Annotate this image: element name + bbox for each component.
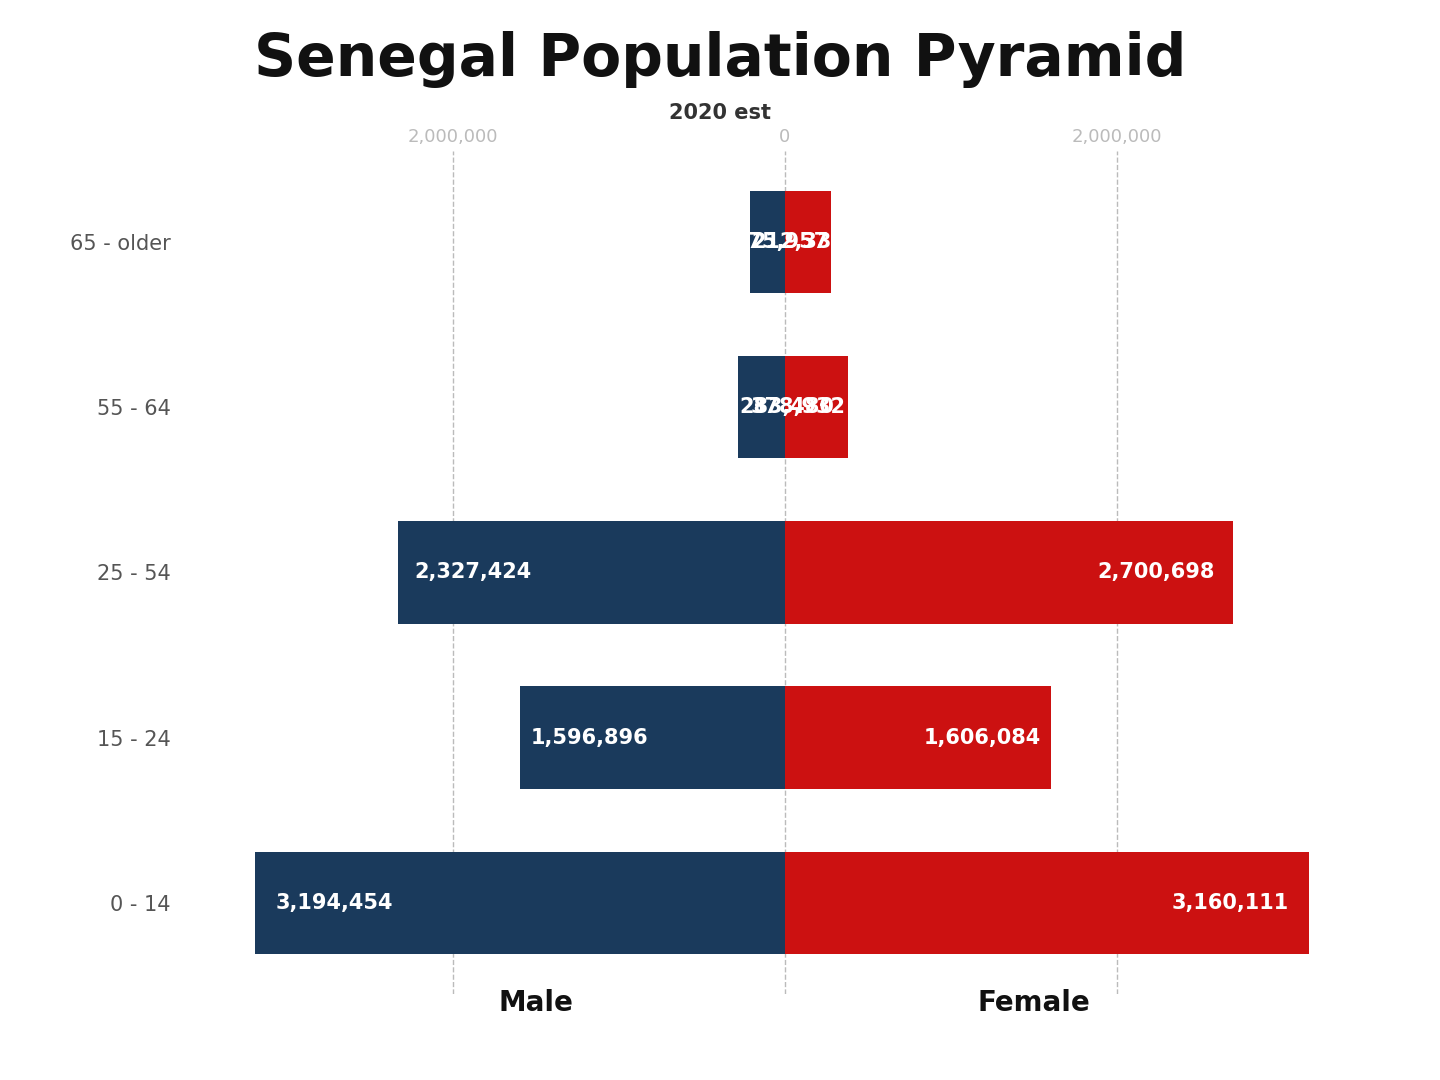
Text: Senegal Population Pyramid: Senegal Population Pyramid [253, 31, 1187, 87]
Text: 1,606,084: 1,606,084 [923, 728, 1041, 747]
Text: 378,932: 378,932 [750, 397, 845, 417]
Bar [750, 191, 785, 294]
Bar [399, 522, 785, 623]
Bar [785, 851, 1309, 954]
Text: 275,957: 275,957 [733, 232, 829, 252]
Bar [785, 522, 1233, 623]
Bar [785, 687, 1051, 788]
Bar [785, 191, 831, 294]
Text: 2,327,424: 2,327,424 [413, 563, 531, 582]
Bar [520, 687, 785, 788]
Text: 2020 est: 2020 est [670, 104, 770, 123]
Text: 1,596,896: 1,596,896 [530, 728, 648, 747]
Text: Female: Female [978, 988, 1090, 1016]
Text: Male: Male [498, 988, 573, 1016]
Bar [737, 356, 785, 458]
Bar [785, 356, 848, 458]
Text: 283,480: 283,480 [740, 397, 835, 417]
Text: 3,160,111: 3,160,111 [1171, 893, 1289, 913]
Text: 2,700,698: 2,700,698 [1097, 563, 1215, 582]
Text: 3,194,454: 3,194,454 [275, 893, 393, 913]
Text: 212,332: 212,332 [752, 232, 845, 252]
Bar [255, 851, 785, 954]
